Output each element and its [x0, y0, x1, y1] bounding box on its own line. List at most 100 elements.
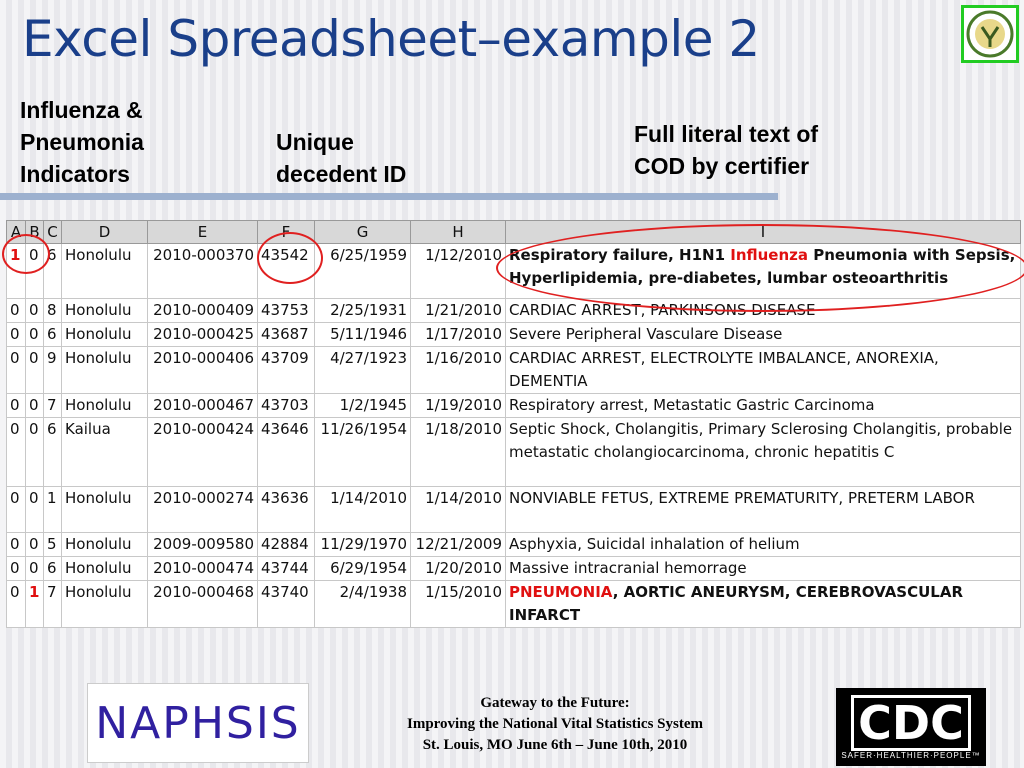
cell-e[interactable]: 2010-000406	[147, 346, 258, 394]
table-row: 0 0 6 Honolulu 2010-000425 43687 5/11/1946 1/17…	[6, 322, 1021, 347]
cell-h[interactable]: 1/21/2010	[410, 298, 506, 323]
cell-e[interactable]: 2009-009580	[147, 532, 258, 557]
cell-g[interactable]: 1/2/1945	[314, 393, 411, 418]
cell-b[interactable]: 0	[25, 556, 44, 581]
cell-d[interactable]: Honolulu	[61, 556, 148, 581]
naphsis-logo-text: NAPHSIS	[95, 697, 301, 749]
cell-c[interactable]: 1	[43, 486, 62, 533]
cell-i[interactable]: PNEUMONIA, AORTIC ANEURYSM, CEREBROVASCU…	[505, 580, 1021, 628]
cdc-logo-text: CDC	[851, 694, 971, 751]
cell-d[interactable]: Honolulu	[61, 532, 148, 557]
cell-g[interactable]: 2/25/1931	[314, 298, 411, 323]
cell-d[interactable]: Honolulu	[61, 580, 148, 628]
cell-d[interactable]: Honolulu	[61, 393, 148, 418]
cell-e[interactable]: 2010-000467	[147, 393, 258, 418]
cell-d[interactable]: Honolulu	[61, 298, 148, 323]
cell-a[interactable]: 0	[6, 346, 26, 394]
cell-g[interactable]: 5/11/1946	[314, 322, 411, 347]
cell-h[interactable]: 1/20/2010	[410, 556, 506, 581]
cell-c[interactable]: 7	[43, 393, 62, 418]
cell-b[interactable]: 1	[25, 580, 44, 628]
cell-e[interactable]: 2010-000468	[147, 580, 258, 628]
cell-b[interactable]: 0	[25, 486, 44, 533]
cell-b[interactable]: 0	[25, 322, 44, 347]
cell-h[interactable]: 1/16/2010	[410, 346, 506, 394]
cell-d[interactable]: Kailua	[61, 417, 148, 487]
cell-i[interactable]: Respiratory arrest, Metastatic Gastric C…	[505, 393, 1021, 418]
influenza-indicators-label: Influenza & Pneumonia Indicators	[20, 94, 144, 190]
cell-g[interactable]: 4/27/1923	[314, 346, 411, 394]
cell-c[interactable]: 6	[43, 556, 62, 581]
cell-g[interactable]: 6/25/1959	[314, 243, 411, 299]
highlight-ellipse-indicators	[2, 234, 50, 274]
cell-e[interactable]: 2010-000409	[147, 298, 258, 323]
cell-a[interactable]: 0	[6, 486, 26, 533]
cell-d[interactable]: Honolulu	[61, 346, 148, 394]
cell-f[interactable]: 43744	[257, 556, 315, 581]
cell-h[interactable]: 12/21/2009	[410, 532, 506, 557]
cell-f[interactable]: 43709	[257, 346, 315, 394]
cell-c[interactable]: 7	[43, 580, 62, 628]
cell-f[interactable]: 42884	[257, 532, 315, 557]
cell-h[interactable]: 1/18/2010	[410, 417, 506, 487]
hhs-seal-logo	[961, 5, 1019, 63]
cell-i[interactable]: CARDIAC ARREST, ELECTROLYTE IMBALANCE, A…	[505, 346, 1021, 394]
cell-a[interactable]: 0	[6, 417, 26, 487]
cell-a[interactable]: 0	[6, 580, 26, 628]
cell-h[interactable]: 1/14/2010	[410, 486, 506, 533]
cell-d[interactable]: Honolulu	[61, 486, 148, 533]
cell-f[interactable]: 43646	[257, 417, 315, 487]
cell-i[interactable]: Asphyxia, Suicidal inhalation of helium	[505, 532, 1021, 557]
cell-a[interactable]: 0	[6, 298, 26, 323]
cell-d[interactable]: Honolulu	[61, 243, 148, 299]
cell-a[interactable]: 0	[6, 393, 26, 418]
cell-c[interactable]: 6	[43, 322, 62, 347]
cell-h[interactable]: 1/19/2010	[410, 393, 506, 418]
cell-f[interactable]: 43687	[257, 322, 315, 347]
cell-d[interactable]: Honolulu	[61, 322, 148, 347]
footer-line: Improving the National Vital Statistics …	[407, 716, 703, 732]
cell-a[interactable]: 0	[6, 532, 26, 557]
column-header[interactable]: D	[61, 220, 148, 244]
table-row: 0 0 7 Honolulu 2010-000467 43703 1/2/1945 1/19/…	[6, 393, 1021, 418]
cell-c[interactable]: 6	[43, 417, 62, 487]
cell-b[interactable]: 0	[25, 532, 44, 557]
column-header[interactable]: C	[43, 220, 62, 244]
cell-h[interactable]: 1/12/2010	[410, 243, 506, 299]
cell-a[interactable]: 0	[6, 322, 26, 347]
cell-b[interactable]: 0	[25, 346, 44, 394]
cell-b[interactable]: 0	[25, 417, 44, 487]
cell-a[interactable]: 0	[6, 556, 26, 581]
literal-text-label: Full literal text of COD by certifier	[634, 118, 818, 182]
cell-h[interactable]: 1/15/2010	[410, 580, 506, 628]
cell-b[interactable]: 0	[25, 393, 44, 418]
column-header[interactable]: E	[147, 220, 258, 244]
cell-f[interactable]: 43636	[257, 486, 315, 533]
cell-e[interactable]: 2010-000370	[147, 243, 258, 299]
cell-g[interactable]: 1/14/2010	[314, 486, 411, 533]
cell-i[interactable]: NONVIABLE FETUS, EXTREME PREMATURITY, PR…	[505, 486, 1021, 533]
cell-e[interactable]: 2010-000425	[147, 322, 258, 347]
cell-g[interactable]: 2/4/1938	[314, 580, 411, 628]
cell-i[interactable]: Massive intracranial hemorrage	[505, 556, 1021, 581]
cell-c[interactable]: 9	[43, 346, 62, 394]
cell-h[interactable]: 1/17/2010	[410, 322, 506, 347]
cell-e[interactable]: 2010-000474	[147, 556, 258, 581]
column-header[interactable]: H	[410, 220, 506, 244]
cell-i[interactable]: Septic Shock, Cholangitis, Primary Scler…	[505, 417, 1021, 487]
cell-c[interactable]: 8	[43, 298, 62, 323]
cell-f[interactable]: 43740	[257, 580, 315, 628]
cell-b[interactable]: 0	[25, 298, 44, 323]
footer: Gateway to the Future: Improving the Nat…	[370, 693, 740, 756]
cell-g[interactable]: 11/26/1954	[314, 417, 411, 487]
cell-f[interactable]: 43703	[257, 393, 315, 418]
cell-e[interactable]: 2010-000424	[147, 417, 258, 487]
cell-g[interactable]: 6/29/1954	[314, 556, 411, 581]
cell-c[interactable]: 5	[43, 532, 62, 557]
cell-e[interactable]: 2010-000274	[147, 486, 258, 533]
cell-g[interactable]: 11/29/1970	[314, 532, 411, 557]
column-header[interactable]: G	[314, 220, 411, 244]
cell-f[interactable]: 43753	[257, 298, 315, 323]
cell-i[interactable]: Severe Peripheral Vasculare Disease	[505, 322, 1021, 347]
cod-text: NONVIABLE FETUS, EXTREME PREMATURITY, PR…	[509, 489, 975, 507]
